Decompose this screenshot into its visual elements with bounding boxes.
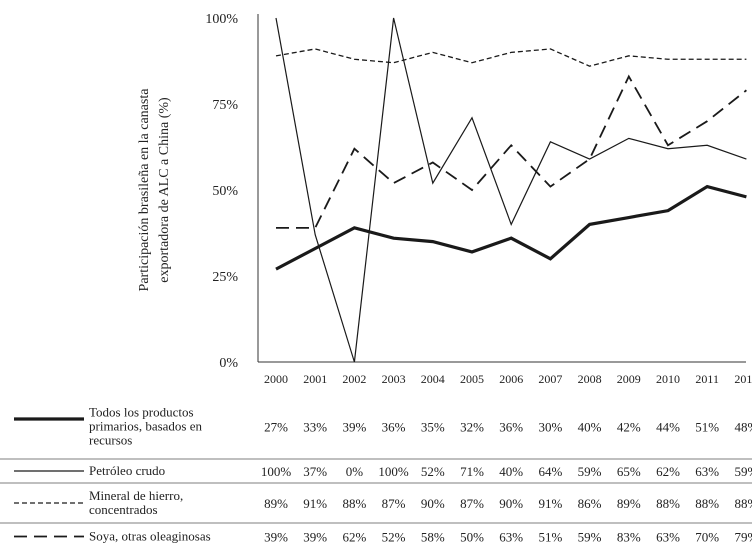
series-lines bbox=[275, 17, 747, 363]
table-cell: 90% bbox=[421, 496, 445, 511]
table-cell: 50% bbox=[460, 530, 484, 545]
y-axis-label-line: Participación brasileña en la canasta bbox=[137, 88, 152, 292]
x-tick-label: 2004 bbox=[421, 372, 445, 386]
x-tick-label: 2003 bbox=[382, 372, 406, 386]
x-tick-label: 2011 bbox=[695, 372, 719, 386]
table-cell: 42% bbox=[617, 420, 641, 435]
table-row: Mineral de hierro,concentrados 89% 91% 88% 8… bbox=[0, 482, 752, 517]
table-cell: 59% bbox=[578, 530, 602, 545]
x-tick-label: 2000 bbox=[264, 372, 288, 386]
table-cell: 64% bbox=[538, 464, 562, 479]
table-cell: 52% bbox=[382, 530, 406, 545]
series-line-4 bbox=[276, 74, 747, 229]
table-row: Soya, otras oleaginosas 39% 39% 62% 52% 58% 50… bbox=[0, 522, 752, 545]
y-tick-label: 0% bbox=[219, 356, 238, 371]
table-cell: 51% bbox=[695, 420, 719, 435]
table-cell: 37% bbox=[303, 464, 327, 479]
table-cell: 40% bbox=[578, 420, 602, 435]
legend-label: Mineral de hierro, bbox=[89, 488, 183, 503]
legend-label: Petróleo crudo bbox=[89, 463, 165, 478]
table-cell: 33% bbox=[303, 420, 327, 435]
table-cell: 39% bbox=[342, 420, 366, 435]
y-axis-label: Participación brasileña en la canasta exp… bbox=[137, 88, 172, 292]
series-line-1 bbox=[275, 184, 747, 271]
legend-label: Soya, otras oleaginosas bbox=[89, 529, 211, 544]
table-cell: 36% bbox=[382, 420, 406, 435]
table-cell: 87% bbox=[382, 496, 406, 511]
table-cell: 40% bbox=[499, 464, 523, 479]
series-line-2 bbox=[275, 17, 747, 363]
table-cell: 87% bbox=[460, 496, 484, 511]
table-cell: 91% bbox=[303, 496, 327, 511]
table-cell: 62% bbox=[342, 530, 366, 545]
legend-label: recursos bbox=[89, 433, 132, 448]
legend-label: concentrados bbox=[89, 502, 158, 517]
legend-label: Todos los productos bbox=[89, 405, 194, 420]
table-cell: 100% bbox=[378, 464, 409, 479]
x-tick-label: 2008 bbox=[578, 372, 602, 386]
table-cell: 59% bbox=[578, 464, 602, 479]
table-cell: 36% bbox=[499, 420, 523, 435]
table-cell: 52% bbox=[421, 464, 445, 479]
x-tick-label: 2002 bbox=[342, 372, 366, 386]
table-cell: 63% bbox=[499, 530, 523, 545]
y-axis-label-line: exportadora de ALC a China (%) bbox=[157, 97, 172, 283]
table-cell: 0% bbox=[346, 464, 364, 479]
table-cell: 48% bbox=[734, 420, 752, 435]
series-line-3 bbox=[275, 48, 747, 67]
table-cell: 88% bbox=[734, 496, 752, 511]
table-cell: 35% bbox=[421, 420, 445, 435]
y-axis-ticks: 0% 25% 50% 75% 100% bbox=[205, 12, 238, 371]
table-cell: 89% bbox=[264, 496, 288, 511]
table-cell: 88% bbox=[342, 496, 366, 511]
table-cell: 58% bbox=[421, 530, 445, 545]
table-cell: 51% bbox=[538, 530, 562, 545]
table-cell: 59% bbox=[734, 464, 752, 479]
table-cell: 86% bbox=[578, 496, 602, 511]
legend-label: primarios, basados en bbox=[89, 419, 203, 434]
table-cell: 71% bbox=[460, 464, 484, 479]
x-tick-label: 2006 bbox=[499, 372, 523, 386]
table-cell: 30% bbox=[538, 420, 562, 435]
y-tick-label: 100% bbox=[205, 12, 238, 27]
table-cell: 90% bbox=[499, 496, 523, 511]
table-row: Petróleo crudo 100% 37% 0% 100% 52% 71% 40% 64% 5… bbox=[0, 458, 752, 479]
table-cell: 79% bbox=[734, 530, 752, 545]
table-cell: 91% bbox=[538, 496, 562, 511]
table-cell: 88% bbox=[656, 496, 680, 511]
table-cell: 88% bbox=[695, 496, 719, 511]
table-cell: 100% bbox=[261, 464, 292, 479]
x-axis-ticks: 2000 2001 2002 2003 2004 2005 2006 2007 2008 2009… bbox=[264, 372, 752, 386]
table-cell: 83% bbox=[617, 530, 641, 545]
x-tick-label: 2010 bbox=[656, 372, 680, 386]
table-cell: 62% bbox=[656, 464, 680, 479]
x-tick-label: 2007 bbox=[538, 372, 562, 386]
table-cell: 39% bbox=[264, 530, 288, 545]
table-cell: 44% bbox=[656, 420, 680, 435]
table-cell: 63% bbox=[695, 464, 719, 479]
y-tick-label: 75% bbox=[212, 98, 238, 113]
axes bbox=[257, 14, 746, 363]
table-cell: 65% bbox=[617, 464, 641, 479]
x-tick-label: 2012 bbox=[734, 372, 752, 386]
table-cell: 39% bbox=[303, 530, 327, 545]
table-cell: 70% bbox=[695, 530, 719, 545]
y-tick-label: 50% bbox=[212, 184, 238, 199]
y-tick-label: 25% bbox=[212, 270, 238, 285]
x-tick-label: 2001 bbox=[303, 372, 327, 386]
table-cell: 27% bbox=[264, 420, 288, 435]
table-cell: 89% bbox=[617, 496, 641, 511]
x-tick-label: 2005 bbox=[460, 372, 484, 386]
table-cell: 32% bbox=[460, 420, 484, 435]
x-tick-label: 2009 bbox=[617, 372, 641, 386]
table-cell: 63% bbox=[656, 530, 680, 545]
